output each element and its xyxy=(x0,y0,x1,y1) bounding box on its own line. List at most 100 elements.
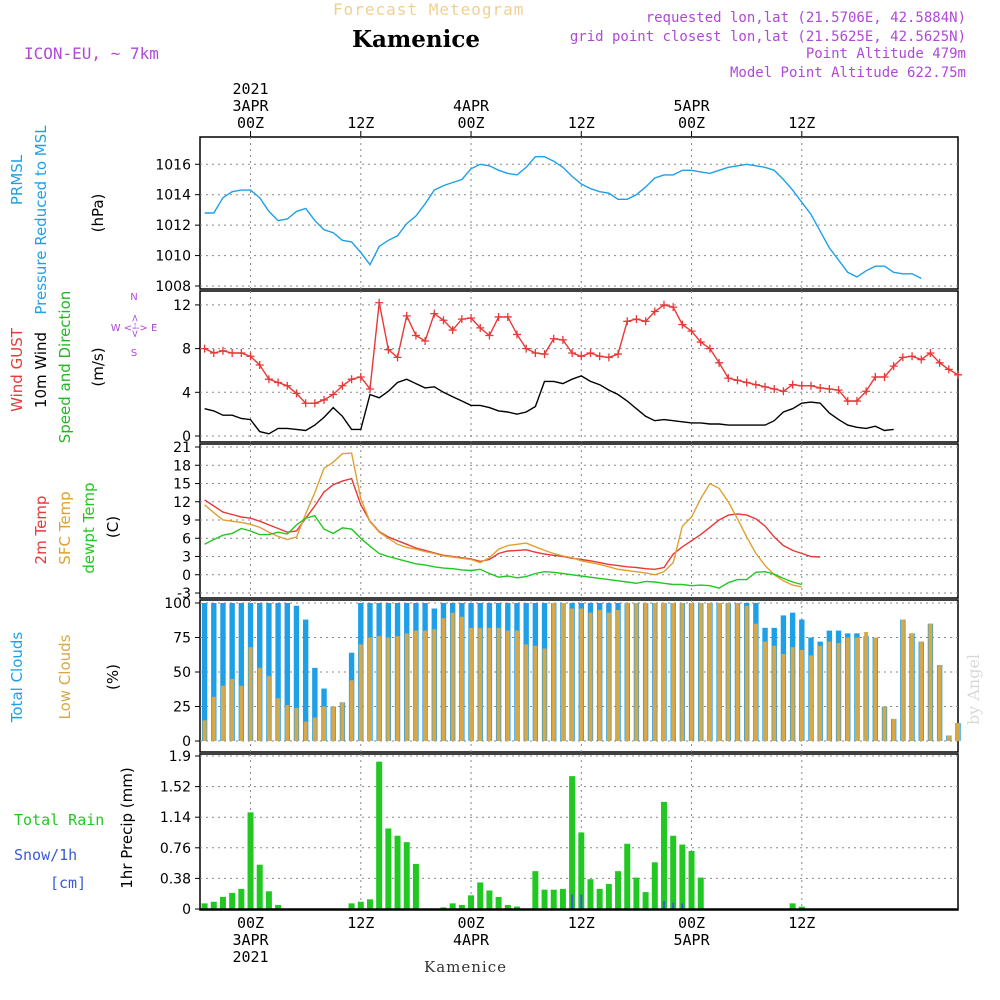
wind-gust-point xyxy=(898,353,907,362)
total-cloud-bar xyxy=(302,619,309,741)
rain-bar xyxy=(256,864,263,909)
rain-bar xyxy=(468,895,475,909)
rain-bar xyxy=(624,843,631,909)
wind-gust-point xyxy=(871,373,880,382)
total-cloud-bar xyxy=(201,603,208,741)
panel-temperature-frame: -3 0 3 6 9 12 15 18 21 xyxy=(173,440,959,602)
y-tick-label: 0 xyxy=(182,734,191,750)
precip-rain-label: Total Rain xyxy=(14,811,104,829)
wind-gust-point xyxy=(908,352,917,361)
wind-gust-point xyxy=(715,358,724,367)
wind-gust-point xyxy=(430,309,439,318)
total-cloud-bar xyxy=(266,603,272,741)
wind-direction-label: Speed and Direction xyxy=(56,291,74,444)
wind-gust-point xyxy=(485,331,494,340)
low-cloud-bar xyxy=(845,637,850,741)
wind-gust-point xyxy=(604,353,613,362)
wind-gust-point xyxy=(264,375,273,384)
wind-gust-point xyxy=(761,382,770,391)
low-cloud-bar xyxy=(726,603,731,741)
top-time-label: 4APR xyxy=(453,97,490,115)
wind-gust-point xyxy=(246,352,255,361)
low-cloud-bar xyxy=(220,685,225,741)
top-time-label: 3APR xyxy=(232,97,269,115)
low-cloud-bar xyxy=(616,609,621,741)
low-cloud-bar xyxy=(487,627,492,741)
wind-gust-point xyxy=(889,362,898,371)
wind-gust-point xyxy=(623,317,632,326)
wind-gust-label: Wind GUST xyxy=(8,327,26,412)
low-cloud-bar xyxy=(625,603,630,741)
pressure-unit-label: (hPa) xyxy=(89,194,107,233)
low-cloud-bar xyxy=(276,698,281,741)
low-cloud-bar xyxy=(450,612,455,741)
low-cloud-bar xyxy=(524,644,529,741)
bottom-time-label: 2021 xyxy=(232,948,268,966)
wind-gust-point xyxy=(384,345,393,354)
top-time-label: 12Z xyxy=(568,114,595,132)
top-time-label: 00Z xyxy=(457,114,484,132)
bottom-time-label: 12Z xyxy=(788,914,815,932)
y-tick-label: 0.38 xyxy=(160,871,191,887)
model-name: ICON-EU, ~ 7km xyxy=(24,44,159,63)
wind-gust-point xyxy=(577,352,586,361)
wind-gust-point xyxy=(779,387,788,396)
compass-we-label: W <--> E xyxy=(111,323,158,334)
y-tick-label: 1.52 xyxy=(160,780,191,796)
y-tick-label: 1014 xyxy=(155,188,191,204)
wind-gust-point xyxy=(310,399,319,408)
wind-gust-point xyxy=(329,390,338,399)
y-tick-label: 1010 xyxy=(155,249,191,265)
precip-snow-unit-label: [cm] xyxy=(50,874,86,892)
low-cloud-bar xyxy=(469,627,474,741)
low-cloud-bar xyxy=(285,705,290,741)
wind-gust-point xyxy=(228,348,237,357)
top-time-label: 12Z xyxy=(788,114,815,132)
bottom-time-label: 00Z xyxy=(457,914,484,932)
rain-bar xyxy=(348,903,355,909)
wind-gust-point xyxy=(816,383,825,392)
low-cloud-bar xyxy=(634,603,639,741)
rain-bar xyxy=(275,904,282,909)
wind-gust-point xyxy=(788,380,797,389)
low-cloud-bar xyxy=(239,685,244,741)
top-time-label: 00Z xyxy=(678,114,705,132)
rain-bar xyxy=(697,877,704,909)
low-cloud-bar xyxy=(230,678,235,741)
compass-ns-arrow: <--> xyxy=(130,314,141,338)
low-cloud-bar xyxy=(864,631,869,741)
wind-gust-point xyxy=(522,344,531,353)
y-tick-label: 0 xyxy=(182,429,191,445)
low-cloud-bar xyxy=(689,603,694,741)
rain-bar xyxy=(385,828,392,909)
rain-bar xyxy=(642,892,649,909)
y-tick-label: 100 xyxy=(164,596,191,612)
low-cloud-bar xyxy=(248,647,253,741)
wind-gust-point xyxy=(687,327,696,336)
low-cloud-bar xyxy=(570,608,575,741)
wind-gust-point xyxy=(549,334,558,343)
rain-bar xyxy=(513,906,520,909)
y-tick-label: 9 xyxy=(182,513,191,529)
low-cloud-bar xyxy=(257,667,262,741)
rain-bar xyxy=(201,903,208,909)
low-cloud-bar xyxy=(882,706,887,741)
pressure-label-prmsl: PRMSL xyxy=(8,154,26,205)
wind-gust-point xyxy=(320,395,329,404)
low-cloud-bar xyxy=(597,609,602,741)
low-cloud-bar xyxy=(432,629,437,741)
low-cloud-bar xyxy=(588,612,593,741)
wind-gust-point xyxy=(632,315,641,324)
y-tick-label: 1012 xyxy=(155,218,191,234)
low-cloud-bar xyxy=(661,603,666,741)
rain-bar xyxy=(532,871,539,909)
wind-gust-point xyxy=(457,315,466,324)
low-cloud-bar xyxy=(579,608,584,741)
rain-bar xyxy=(376,761,383,909)
wind-gust-point xyxy=(393,353,402,362)
panel-prmsl-frame: 1008 1010 1012 1014 1016 xyxy=(155,136,959,295)
temp-2m-label: 2m Temp xyxy=(32,496,50,565)
bottom-time-label: 4APR xyxy=(453,931,490,949)
rain-bar xyxy=(210,901,217,909)
